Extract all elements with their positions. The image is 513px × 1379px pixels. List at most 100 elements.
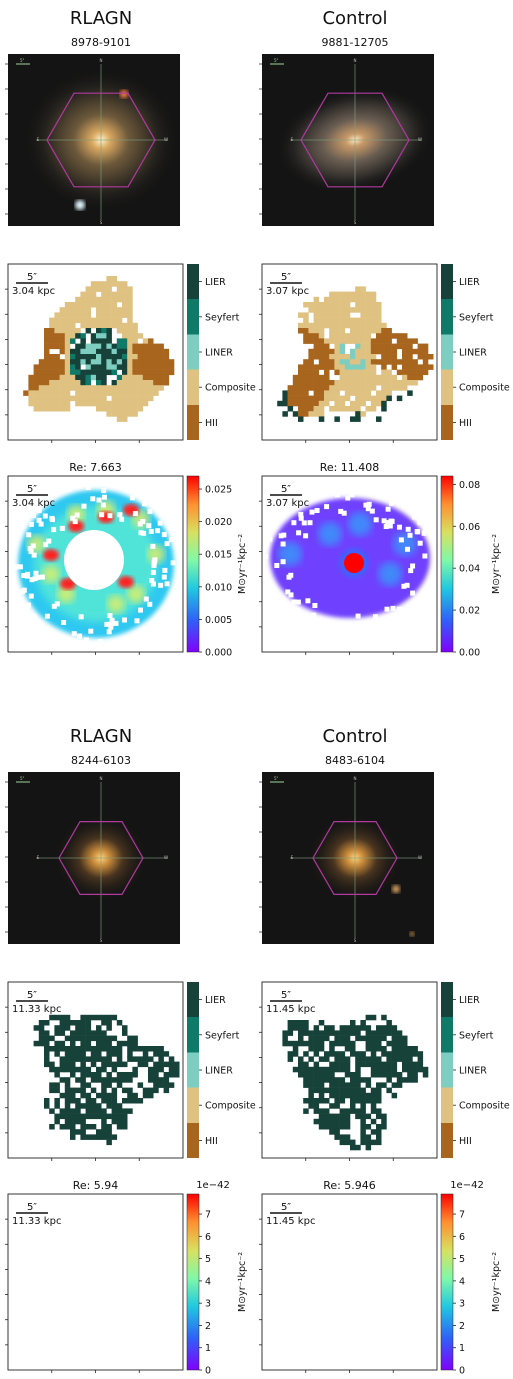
bpt-spaxel (350, 317, 356, 324)
bpt-spaxel (142, 338, 149, 344)
bpt-spaxel (344, 333, 351, 339)
bpt-spaxel (391, 1092, 398, 1099)
bpt-spaxel (355, 1092, 361, 1099)
scale-bar-kpc: 11.33 kpc (12, 1004, 61, 1015)
bpt-spaxel (334, 1082, 340, 1088)
bpt-spaxel (90, 1134, 97, 1140)
bpt-spaxel (158, 374, 164, 381)
bpt-spaxel (303, 390, 309, 396)
bpt-spaxel (376, 416, 382, 422)
sfr-mask-spaxel (132, 511, 138, 517)
sfr-mask-spaxel (314, 508, 320, 513)
bpt-spaxel (122, 348, 128, 355)
sfr-mask-spaxel (415, 616, 421, 622)
bpt-spaxel (38, 385, 45, 391)
bpt-spaxel (168, 364, 175, 370)
bpt-spaxel (59, 380, 66, 386)
bpt-spaxel (122, 312, 128, 318)
bpt-spaxel (298, 416, 304, 422)
bpt-spaxel (80, 1056, 86, 1062)
bpt-spaxel (44, 338, 50, 344)
sfr-clump (318, 522, 342, 546)
bpt-spaxel (339, 343, 346, 350)
bpt-spaxel (158, 359, 164, 365)
bpt-pixel-map (277, 286, 434, 422)
bpt-spaxel (308, 1072, 314, 1078)
bpt-spaxel (350, 1087, 356, 1094)
bpt-spaxel (287, 400, 294, 407)
bpt-spaxel (80, 395, 86, 402)
bpt-spaxel (313, 1061, 320, 1068)
colorbar-tick-label: 4 (205, 1276, 211, 1287)
bpt-spaxel (168, 1056, 175, 1062)
bpt-spaxel (96, 1092, 102, 1099)
bpt-spaxel (324, 343, 330, 350)
bpt-spaxel (44, 390, 50, 396)
bpt-spaxel (80, 348, 86, 355)
group-label: RLAGN (70, 8, 132, 29)
bpt-spaxel (298, 328, 304, 334)
sfr-mask-spaxel (26, 532, 32, 538)
bpt-spaxel (90, 1098, 97, 1104)
bpt-spaxel (412, 1072, 418, 1078)
bpt-spaxel (407, 1056, 413, 1062)
compass-w: W (164, 137, 168, 142)
bpt-class-label-composite: Composite (205, 383, 256, 394)
bpt-spaxel (334, 1061, 340, 1068)
bpt-spaxel (96, 1051, 102, 1057)
bpt-spaxel (116, 1056, 123, 1062)
bpt-spaxel (127, 380, 133, 386)
sfr-colorbar (186, 1193, 200, 1371)
sfr-mask-spaxel (155, 528, 161, 534)
sfr-mask-spaxel (170, 597, 176, 603)
sfr-mask-spaxel (129, 495, 135, 501)
bpt-spaxel (339, 1025, 346, 1031)
bpt-spaxel (163, 364, 170, 370)
sfr-mask-spaxel (101, 494, 107, 500)
sfr-mask-spaxel (384, 606, 390, 612)
bpt-spaxel (38, 1030, 45, 1036)
sfr-title: Re: 11.408 (320, 461, 380, 474)
bpt-spaxel (132, 1098, 138, 1104)
bpt-spaxel (75, 390, 81, 396)
bpt-spaxel (116, 416, 123, 422)
bpt-spaxel (308, 1077, 314, 1083)
bpt-spaxel (329, 291, 335, 298)
bpt-spaxel (96, 395, 102, 402)
bpt-spaxel (70, 1129, 76, 1135)
bpt-spaxel (339, 364, 346, 370)
bpt-spaxel (106, 1098, 112, 1104)
bpt-spaxel (355, 1056, 361, 1062)
bpt-spaxel (370, 1103, 377, 1109)
bpt-spaxel (90, 374, 97, 381)
bpt-spaxel (386, 1077, 392, 1083)
bpt-spaxel (386, 338, 392, 344)
bpt-spaxel (329, 312, 335, 318)
bpt-spaxel (49, 322, 55, 329)
sfr-mask-spaxel (383, 524, 389, 529)
bpt-spaxel (44, 1056, 50, 1062)
bpt-spaxel (116, 1020, 123, 1026)
sfr-mask-spaxel (149, 578, 155, 583)
bpt-spaxel (417, 343, 424, 350)
bpt-spaxel (85, 296, 92, 303)
bpt-spaxel (70, 1051, 76, 1057)
bpt-spaxel (386, 380, 392, 386)
bpt-spaxel (344, 1072, 351, 1078)
bpt-spaxel (85, 322, 92, 329)
sfr-mask-spaxel (301, 497, 306, 503)
bpt-spaxel (132, 1072, 138, 1078)
bpt-spaxel (75, 380, 81, 386)
bpt-spaxel (142, 1056, 149, 1062)
sfr-mask-spaxel (4, 573, 10, 579)
bpt-spaxel (376, 302, 382, 308)
sfr-mask-spaxel (428, 604, 434, 610)
bpt-spaxel (49, 1046, 55, 1052)
sfr-mask-spaxel (291, 520, 297, 526)
bpt-spaxel (365, 385, 372, 391)
bpt-spaxel (153, 364, 159, 370)
bpt-spaxel (85, 1066, 92, 1073)
sfr-mask-spaxel (77, 633, 83, 639)
colorbar-tick-label: 0 (205, 1366, 211, 1376)
